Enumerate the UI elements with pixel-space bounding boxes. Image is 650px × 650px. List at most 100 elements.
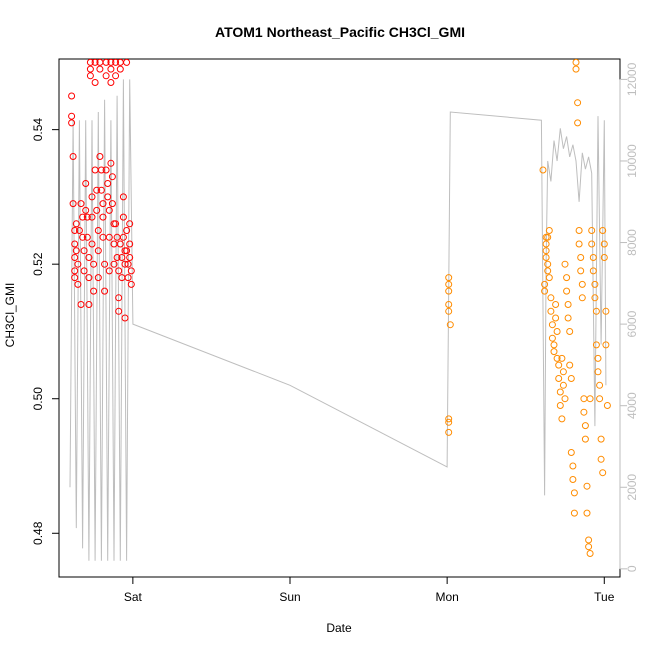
x-axis-label: Date — [326, 621, 352, 635]
series-2-point-20 — [545, 227, 553, 234]
series-2-point-14 — [542, 240, 550, 248]
series-1-point-79 — [115, 307, 123, 315]
series-1-point-35 — [90, 260, 98, 268]
series-1-point-23 — [82, 206, 90, 214]
series-2-point-11 — [541, 280, 549, 288]
series-2-point-31 — [553, 354, 561, 362]
series-2-point-19 — [544, 233, 552, 241]
series-1-point-96 — [126, 220, 134, 228]
series-1-point-74 — [112, 220, 120, 228]
series-1-point-92 — [123, 227, 131, 234]
series-1-point-40 — [93, 186, 101, 194]
series-1-point-17 — [77, 301, 85, 308]
series-1-point-83 — [118, 254, 126, 261]
series-2-point-87 — [597, 455, 605, 463]
series-2-point-15 — [542, 247, 550, 255]
series-2-point-62 — [578, 280, 586, 288]
series-1-point-71 — [110, 260, 118, 268]
series-1-point-15 — [75, 227, 83, 234]
series-1-point-28 — [85, 301, 93, 308]
series-1-point-89 — [121, 260, 129, 268]
series-1-point-19 — [79, 233, 87, 241]
series-2-point-92 — [602, 307, 610, 315]
series-2-point-75 — [588, 240, 596, 248]
series-2-point-90 — [600, 240, 608, 248]
series-2-point-35 — [556, 402, 564, 409]
series-2-point-10 — [539, 166, 547, 174]
series-1-point-39 — [91, 166, 99, 174]
series-1-point-38 — [91, 79, 99, 86]
series-1-point-97 — [126, 240, 134, 248]
series-2-point-22 — [547, 294, 555, 302]
y2-tick-label-0: 0 — [625, 565, 639, 572]
series-1-point-62 — [105, 267, 113, 275]
series-2-point-17 — [544, 260, 552, 268]
series-2-point-47 — [566, 361, 574, 369]
series-2-point-4 — [445, 301, 453, 308]
series-1-point-25 — [83, 233, 91, 241]
series-2-point-83 — [594, 368, 602, 376]
y-axis: 0.48 0.50 0.52 0.54 — [31, 118, 60, 545]
series-2-point-2 — [445, 280, 453, 288]
series-1-point-5 — [69, 200, 77, 208]
series-1-point-86 — [119, 213, 127, 221]
altitude-line — [69, 79, 607, 561]
series-2-point-56 — [574, 99, 582, 107]
plot-frame — [58, 58, 621, 578]
series-1-point-34 — [88, 240, 96, 248]
series-1-point-76 — [113, 254, 121, 261]
y-tick-label-3: 0.54 — [31, 118, 45, 142]
series-2-point-86 — [597, 435, 605, 443]
series-2-point-70 — [585, 536, 593, 544]
series-2-point-91 — [600, 254, 608, 261]
series-2-point-49 — [567, 449, 575, 456]
series-2-point-34 — [556, 388, 564, 396]
series-1-point-90 — [121, 314, 129, 322]
x-tick-label-Sat: Sat — [124, 590, 143, 604]
series-2-point-89 — [599, 227, 607, 234]
series-1-point-75 — [113, 233, 121, 241]
series-2-point-69 — [583, 509, 591, 517]
series-1-point-81 — [116, 65, 124, 73]
series-1-point-10 — [71, 274, 79, 282]
series-1-point-64 — [107, 65, 115, 73]
series-2-point-21 — [545, 274, 553, 282]
series-1-point-30 — [86, 65, 94, 73]
series-1-point-47 — [96, 153, 104, 160]
y2-tick-label-6: 12000 — [625, 62, 639, 96]
series-2-point-73 — [586, 395, 594, 403]
series-1-point-42 — [94, 227, 102, 234]
series-2-point-44 — [564, 301, 572, 308]
series-2-point-54 — [572, 58, 580, 66]
series-1-point-65 — [107, 79, 115, 86]
series-2-point-46 — [566, 328, 574, 335]
series-1-point-100 — [127, 280, 135, 288]
series-1-point-14 — [74, 280, 82, 288]
series-1-point-67 — [108, 173, 116, 181]
series-2-point-27 — [550, 348, 558, 356]
series-2-point-36 — [558, 415, 566, 423]
series-2-point-52 — [570, 489, 578, 497]
series-2-point-68 — [583, 482, 591, 490]
series-2-point-82 — [594, 354, 602, 362]
series-1-point-77 — [115, 267, 123, 275]
series-2-point-40 — [561, 395, 569, 403]
series-1-point-93 — [123, 247, 131, 255]
series-1-point-13 — [74, 260, 82, 268]
series-1-point-27 — [85, 274, 93, 282]
series-1-point-21 — [80, 267, 88, 275]
x-tick-label-Tue: Tue — [594, 590, 615, 604]
y2-tick-label-2: 4000 — [625, 392, 639, 419]
series-2-point-66 — [581, 422, 589, 430]
series-1-point-55 — [102, 58, 110, 66]
y2-tick-label-5: 10000 — [625, 144, 639, 178]
series-2-point-33 — [555, 375, 563, 382]
series-1-point-46 — [96, 65, 104, 73]
x-tick-label-Mon: Mon — [435, 590, 458, 604]
series-1-point-29 — [86, 58, 94, 66]
series-1-point-91 — [123, 58, 131, 66]
series-2-point-26 — [550, 341, 558, 349]
series-2-point-53 — [570, 509, 578, 517]
series-1-point-41 — [93, 206, 101, 214]
series-1-point-2 — [68, 119, 76, 127]
